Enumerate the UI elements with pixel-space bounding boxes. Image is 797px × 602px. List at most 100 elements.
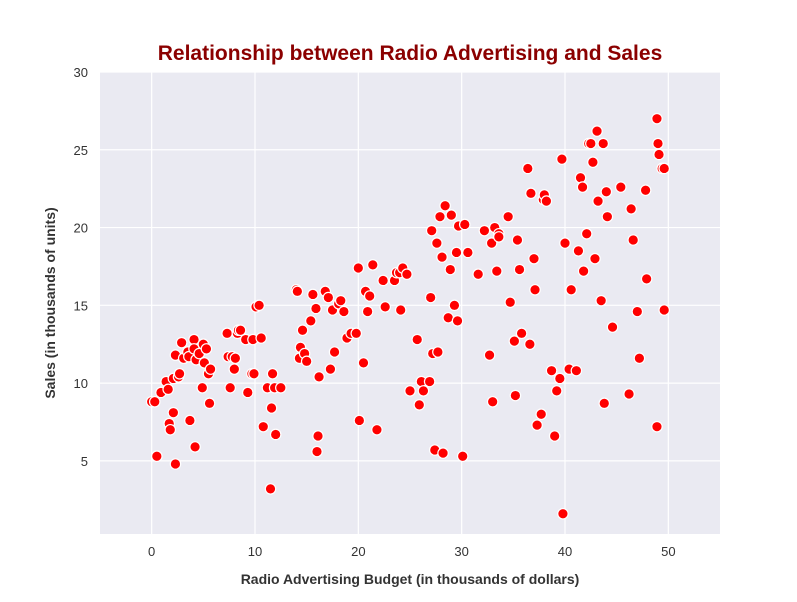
scatter-point: [493, 231, 505, 243]
scatter-point: [151, 450, 163, 463]
scatter-point: [535, 408, 548, 421]
scatter-point: [577, 265, 590, 277]
scatter-point: [531, 419, 543, 431]
scatter-point: [651, 112, 663, 125]
scatter-point: [580, 227, 593, 240]
scatter-point: [307, 288, 319, 301]
scatter-point: [528, 252, 540, 265]
scatter-point: [334, 294, 347, 307]
scatter-point: [658, 162, 670, 175]
scatter-point: [458, 218, 471, 231]
scatter-point: [640, 273, 653, 285]
scatter-point: [508, 335, 521, 347]
scatter-point: [436, 251, 448, 263]
scatter-point: [557, 507, 569, 520]
scatter-point: [448, 299, 461, 312]
scatter-point: [550, 385, 563, 397]
scatter-point: [483, 349, 496, 361]
scatter-point: [175, 336, 188, 349]
scatter-point: [486, 395, 499, 408]
scatter-point: [173, 367, 186, 380]
scatter-point: [511, 234, 524, 246]
scatter-point: [291, 285, 304, 298]
scatter-point: [570, 364, 583, 377]
scatter-point: [592, 195, 604, 207]
scatter-point: [565, 283, 577, 296]
data-points: [145, 112, 670, 520]
scatter-point: [548, 430, 561, 442]
y-tick-label: 15: [74, 298, 88, 313]
scatter-point: [366, 259, 379, 271]
y-axis-label: Sales (in thousands of units): [42, 207, 58, 398]
scatter-point: [322, 291, 335, 304]
scatter-point: [653, 148, 665, 161]
scatter-point: [554, 372, 566, 385]
scatter-point: [241, 386, 254, 399]
scatter-point: [559, 237, 571, 249]
scatter-point: [509, 389, 522, 402]
scatter-point: [587, 156, 599, 169]
scatter-point: [350, 327, 363, 340]
scatter-point: [196, 381, 209, 394]
scatter-point: [472, 268, 484, 281]
scatter-point: [424, 291, 437, 304]
y-tick-label: 10: [74, 376, 88, 391]
scatter-point: [431, 237, 443, 249]
scatter-point: [353, 414, 366, 427]
scatter-point: [451, 315, 464, 327]
scatter-point: [401, 268, 413, 281]
scatter-point: [515, 327, 528, 340]
scatter-point: [658, 304, 670, 316]
y-tick-label: 5: [81, 454, 88, 469]
scatter-point: [652, 137, 664, 150]
scatter-point: [264, 483, 277, 495]
scatter-point: [574, 171, 587, 184]
y-tick-label: 25: [74, 143, 88, 158]
scatter-point: [394, 304, 407, 316]
scatter-point: [338, 305, 350, 318]
scatter-point: [521, 162, 534, 175]
scatter-point: [313, 371, 325, 383]
scatter-point: [164, 423, 177, 436]
scatter-point: [224, 381, 236, 394]
scatter-point: [296, 324, 309, 337]
scatter-point: [228, 363, 241, 375]
scatter-point: [490, 265, 503, 277]
scatter-point: [595, 294, 607, 307]
scatter-point: [606, 321, 619, 333]
scatter-point: [189, 441, 201, 453]
scatter-point: [513, 263, 526, 276]
scatter-point: [204, 363, 217, 375]
scatter-point: [598, 397, 611, 410]
scatter-point: [556, 153, 568, 165]
scatter-point: [248, 367, 260, 380]
scatter-point: [651, 420, 663, 433]
x-tick-label: 10: [248, 544, 262, 559]
scatter-point: [417, 385, 430, 397]
scatter-point: [585, 137, 597, 150]
scatter-point: [444, 263, 457, 276]
scatter-point: [404, 385, 416, 397]
scatter-point: [167, 406, 180, 419]
scatter-point: [478, 224, 491, 237]
scatter-point: [623, 388, 635, 400]
scatter-point: [462, 246, 474, 259]
scatter-point: [269, 428, 282, 441]
scatter-point: [423, 375, 436, 388]
scatter-point: [265, 402, 278, 414]
scatter-point: [371, 423, 383, 436]
scatter-point: [377, 274, 389, 287]
scatter-point: [524, 338, 536, 351]
scatter-point: [540, 195, 553, 207]
x-tick-label: 0: [148, 544, 155, 559]
scatter-point: [456, 450, 469, 463]
x-tick-label: 40: [558, 544, 572, 559]
scatter-point: [275, 381, 287, 394]
scatter-point: [597, 137, 610, 150]
y-tick-label: 20: [74, 221, 88, 236]
scatter-point: [485, 237, 498, 249]
scatter-point: [545, 364, 558, 377]
scatter-point: [255, 332, 267, 344]
scatter-point: [434, 210, 446, 223]
scatter-point: [432, 346, 444, 358]
